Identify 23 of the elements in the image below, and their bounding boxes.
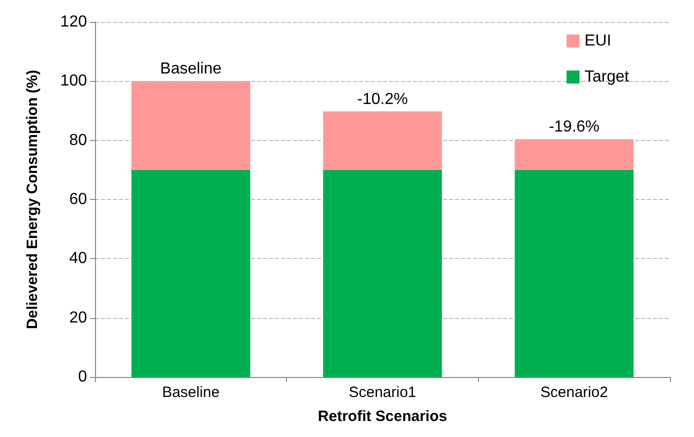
bar [323,170,442,377]
x-tick-label: Baseline [162,384,220,401]
bar [514,139,634,170]
bar [514,170,634,377]
y-tick-label: 80 [69,132,88,149]
y-tick-label: 40 [69,250,88,268]
x-axis-title: Retrofit Scenarios [318,408,448,425]
bar [131,81,250,170]
y-tick-label: 0 [78,368,88,386]
y-tick-label: 100 [60,72,88,90]
x-tick-label: Scenario2 [540,384,608,401]
bar [323,111,442,170]
legend-label: EUI [584,32,612,50]
x-tick-label: Scenario1 [348,384,416,401]
y-tick-label: 120 [60,14,88,30]
legend-label: Target [584,68,630,86]
y-tick-label: 20 [69,309,88,326]
y-tick-label: 60 [69,191,88,208]
bar [131,170,250,377]
y-axis-title: Delievered Energy Consumption (%) [24,70,41,330]
annotation: -19.6% [548,118,600,136]
annotation: -10.2% [357,90,408,108]
annotation: Baseline [160,60,222,78]
